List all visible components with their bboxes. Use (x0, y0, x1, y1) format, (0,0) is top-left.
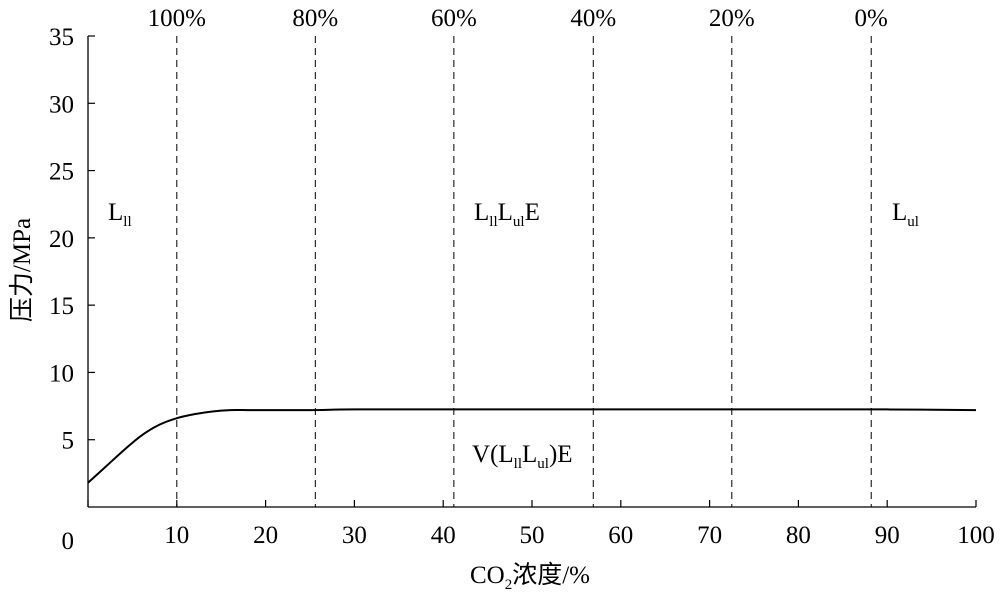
y-tick-label: 0 (62, 528, 75, 555)
reference-line-label: 60% (431, 5, 477, 32)
x-tick-label: 10 (164, 522, 189, 549)
x-tick-label: 90 (875, 522, 900, 549)
y-tick-label: 25 (49, 159, 74, 186)
y-tick-label: 20 (49, 226, 74, 253)
x-tick-label: 30 (342, 522, 367, 549)
region-label-v-lll-lul-e: V(LllLul)E (472, 441, 573, 472)
y-tick-label: 15 (49, 293, 74, 320)
y-tick-label: 30 (49, 91, 74, 118)
x-axis-title: CO2浓度/% (470, 561, 590, 593)
x-tick-label: 50 (520, 522, 545, 549)
x-tick-label: 100 (957, 522, 995, 549)
reference-line-label: 80% (292, 5, 338, 32)
reference-line-label: 100% (148, 5, 206, 32)
three-phase-pressure-line (87, 408, 977, 484)
region-label-lll-lul-e: LllLulE (474, 199, 540, 230)
x-tick-label: 80 (786, 522, 811, 549)
region-label-lul: Lul (892, 199, 919, 230)
x-tick-label: 60 (608, 522, 633, 549)
region-label-lll: Lll (108, 199, 132, 230)
x-tick-label: 20 (253, 522, 278, 549)
y-tick-label: 35 (49, 24, 74, 51)
x-tick-label: 40 (431, 522, 456, 549)
y-tick-label: 5 (62, 428, 75, 455)
reference-line-label: 0% (855, 5, 888, 32)
x-tick-label: 70 (697, 522, 722, 549)
y-axis-title: 压力/MPa (8, 218, 36, 322)
plot-area: 0 5 10 15 20 25 30 35 10 20 30 40 50 60 70 80 90 100 100% 8… (49, 5, 995, 555)
reference-line-label: 40% (570, 5, 616, 32)
y-tick-label: 10 (49, 360, 74, 387)
reference-line-label: 20% (709, 5, 755, 32)
